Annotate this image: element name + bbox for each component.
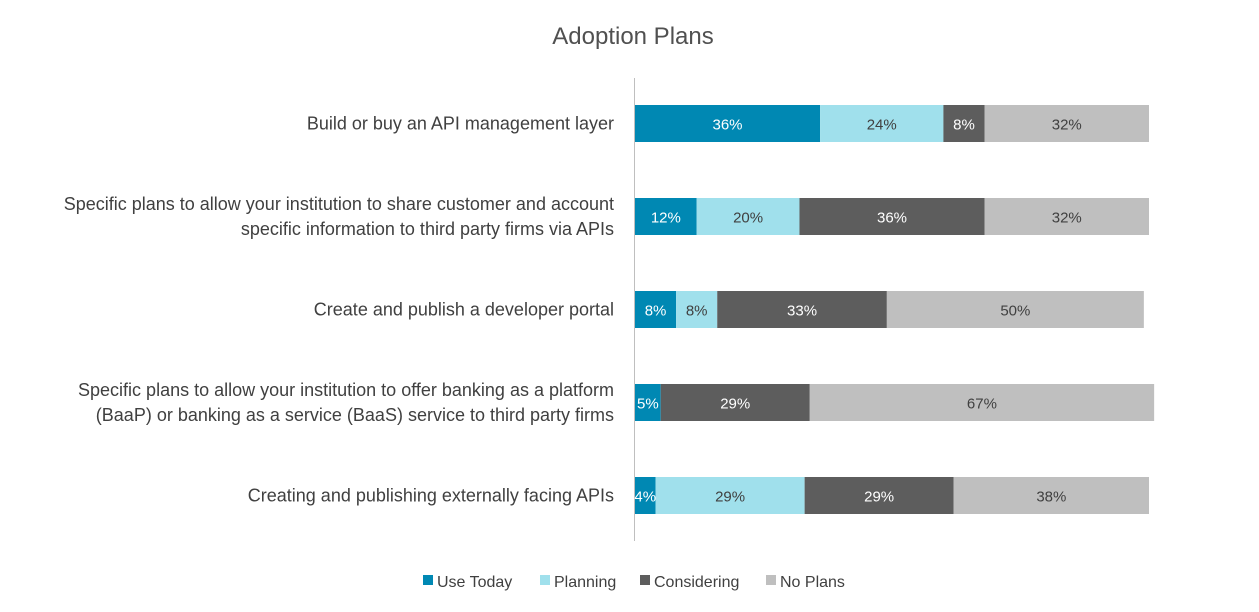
- bar-segment: [984, 105, 1149, 142]
- legend-swatch: [766, 575, 776, 585]
- category-label: Specific plans to allow your institution…: [64, 194, 614, 239]
- data-label: 5%: [637, 396, 659, 413]
- category-label-line: (BaaP) or banking as a service (BaaS) se…: [96, 405, 614, 425]
- bar-segment: [984, 198, 1149, 235]
- bar-segment: [660, 384, 810, 421]
- category-label: Build or buy an API management layer: [307, 114, 614, 134]
- chart-title: Adoption Plans: [552, 23, 713, 50]
- data-label: 29%: [864, 489, 894, 506]
- category-label: Create and publish a developer portal: [314, 300, 614, 320]
- bar-segment: [635, 105, 821, 142]
- data-label: 8%: [645, 303, 667, 320]
- category-label-line: Specific plans to allow your institution…: [78, 380, 614, 400]
- data-label: 8%: [686, 303, 708, 320]
- category-label-line: Build or buy an API management layer: [307, 114, 614, 134]
- category-label: Specific plans to allow your institution…: [78, 380, 614, 425]
- data-label: 8%: [953, 117, 975, 134]
- legend: Use Today Planning Considering No Plans: [423, 574, 845, 591]
- bar-segment: [943, 105, 985, 142]
- bar-segment: [655, 477, 805, 514]
- data-label: 24%: [867, 117, 897, 134]
- plot-area: 36%24%8%32%12%20%36%32%8%8%33%50%5%0%29%…: [634, 105, 1155, 514]
- data-label: 12%: [651, 210, 681, 227]
- data-label: 50%: [1000, 303, 1030, 320]
- data-label: 36%: [877, 210, 907, 227]
- legend-label: Use Today: [437, 574, 512, 591]
- category-label-line: Create and publish a developer portal: [314, 300, 614, 320]
- legend-swatch: [423, 575, 433, 585]
- category-label-line: Creating and publishing externally facin…: [248, 486, 614, 506]
- bar-segment: [953, 477, 1149, 514]
- bar-segment: [676, 291, 718, 328]
- legend-swatch: [540, 575, 550, 585]
- bar-segment: [717, 291, 887, 328]
- category-label-line: specific information to third party firm…: [241, 219, 614, 239]
- legend-label: Considering: [654, 574, 739, 591]
- data-label: 4%: [634, 489, 656, 506]
- data-label: 36%: [713, 117, 743, 134]
- bar-segment: [799, 198, 985, 235]
- legend-label: Planning: [554, 574, 616, 591]
- bar-segment: [635, 477, 656, 514]
- category-label: Creating and publishing externally facin…: [248, 486, 614, 506]
- bar-segment: [635, 384, 661, 421]
- legend-label: No Plans: [780, 574, 845, 591]
- data-label: 29%: [720, 396, 750, 413]
- bar-segment: [804, 477, 954, 514]
- bar-segment: [635, 291, 677, 328]
- data-label: 33%: [787, 303, 817, 320]
- bar-segment: [820, 105, 944, 142]
- data-label: 32%: [1052, 210, 1082, 227]
- category-labels: Build or buy an API management layer Spec…: [64, 114, 614, 506]
- bar-segment: [696, 198, 800, 235]
- bar-segment: [886, 291, 1144, 328]
- data-label: 29%: [715, 489, 745, 506]
- category-label-line: Specific plans to allow your institution…: [64, 194, 614, 214]
- data-label: 20%: [733, 210, 763, 227]
- bar-segment: [809, 384, 1155, 421]
- legend-swatch: [640, 575, 650, 585]
- data-label: 38%: [1036, 489, 1066, 506]
- data-label: 32%: [1052, 117, 1082, 134]
- data-label: 67%: [967, 396, 997, 413]
- bar-segment: [635, 198, 697, 235]
